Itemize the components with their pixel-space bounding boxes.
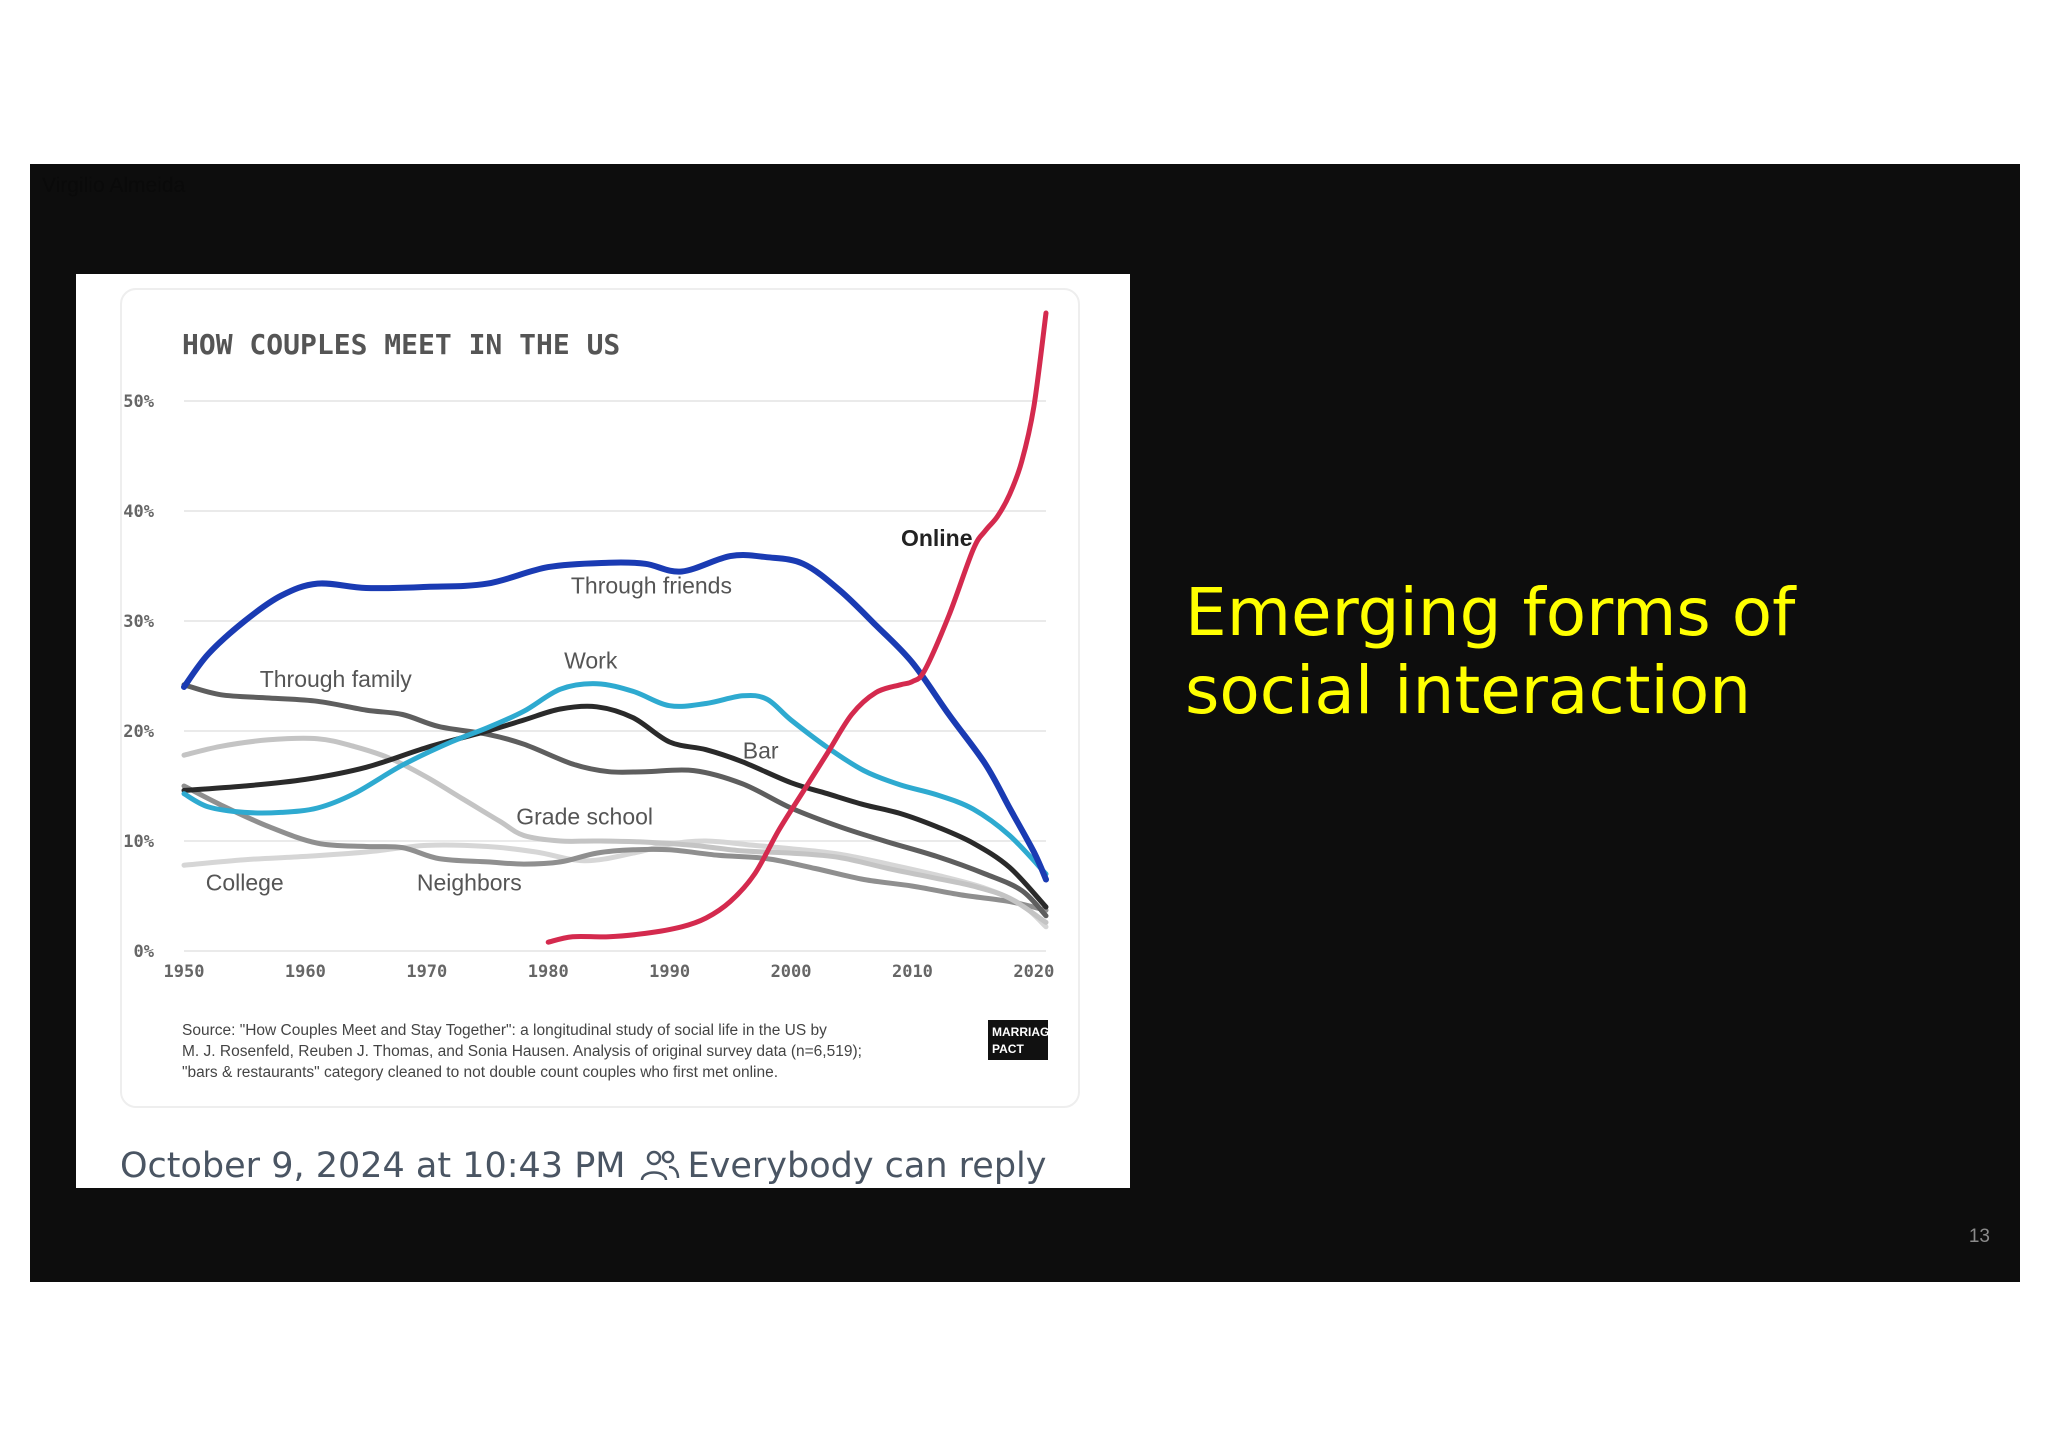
- y-tick-label: 40%: [123, 502, 154, 522]
- y-tick-label: 0%: [134, 942, 155, 962]
- slide: Virgilio Almeida HOW COUPLES MEET IN THE…: [30, 164, 2020, 1282]
- series-label-work: Work: [564, 647, 618, 673]
- series-label-online: Online: [901, 525, 973, 551]
- x-tick-label: 1950: [164, 962, 205, 982]
- logo-line-1: MARRIAGE: [992, 1025, 1057, 1039]
- series-label-bar: Bar: [743, 738, 779, 764]
- source-line-1: Source: "How Couples Meet and Stay Toget…: [182, 1022, 827, 1039]
- series-label-through-family: Through family: [260, 666, 413, 692]
- slide-number: 13: [1968, 1226, 1990, 1247]
- series-line-through-friends: [181, 552, 1049, 883]
- series-line-neighbors: [181, 783, 1049, 913]
- source-note: Source: "How Couples Meet and Stay Toget…: [182, 1022, 862, 1081]
- gridlines: [184, 400, 1046, 952]
- y-tick-label: 20%: [123, 722, 154, 742]
- x-axis-ticks: 1950 1960 1970 1980 1990 2000 2010 2020: [164, 962, 1055, 982]
- series-line-bar: [181, 703, 1049, 910]
- x-tick-label: 1990: [649, 962, 690, 982]
- series-label-through-friends: Through friends: [571, 573, 732, 599]
- x-tick-label: 2000: [771, 962, 812, 982]
- slide-headline: Emerging forms of social interaction: [1185, 574, 1796, 729]
- y-tick-label: 50%: [123, 392, 154, 412]
- x-tick-label: 2020: [1013, 962, 1054, 982]
- series-label-grade-school: Grade school: [516, 804, 653, 830]
- y-tick-label: 10%: [123, 832, 154, 852]
- series-line-college: [181, 838, 1049, 930]
- series-line-through-family: [181, 682, 1049, 919]
- x-tick-label: 1960: [285, 962, 326, 982]
- series-label-college: College: [206, 870, 284, 896]
- chart-title: HOW COUPLES MEET IN THE US: [182, 328, 620, 361]
- x-tick-label: 1970: [406, 962, 447, 982]
- series-labels: Through friends Through family Work Bar Onli…: [206, 525, 973, 895]
- series-lines: [181, 310, 1049, 945]
- series-line-grade-school: [181, 735, 1049, 925]
- people-icon: [640, 1149, 680, 1183]
- series-label-neighbors: Neighbors: [417, 870, 522, 896]
- x-tick-label: 2010: [892, 962, 933, 982]
- marriage-pact-logo: MARRIAGE PACT: [988, 1020, 1057, 1060]
- x-tick-label: 1980: [528, 962, 569, 982]
- embedded-post-image: HOW COUPLES MEET IN THE US 0% 10% 20% 30% 40…: [76, 274, 1130, 1188]
- chart-card: HOW COUPLES MEET IN THE US 0% 10% 20% 30% 40…: [120, 288, 1080, 1108]
- y-axis-ticks: 0% 10% 20% 30% 40% 50%: [123, 392, 154, 962]
- post-meta: October 9, 2024 at 10:43 PM Everybody ca…: [120, 1146, 1046, 1186]
- reply-setting[interactable]: Everybody can reply: [687, 1146, 1047, 1186]
- author-name: Virgilio Almeida: [42, 174, 186, 197]
- line-chart: HOW COUPLES MEET IN THE US 0% 10% 20% 30% 40…: [123, 310, 1057, 1081]
- post-timestamp: October 9, 2024 at 10:43 PM: [120, 1146, 626, 1186]
- series-line-work: [181, 681, 1049, 877]
- source-line-2: M. J. Rosenfeld, Reuben J. Thomas, and S…: [182, 1043, 862, 1060]
- source-line-3: "bars & restaurants" category cleaned to…: [182, 1064, 778, 1081]
- logo-line-2: PACT: [992, 1042, 1024, 1056]
- series-line-online: [545, 310, 1049, 945]
- y-tick-label: 30%: [123, 612, 154, 632]
